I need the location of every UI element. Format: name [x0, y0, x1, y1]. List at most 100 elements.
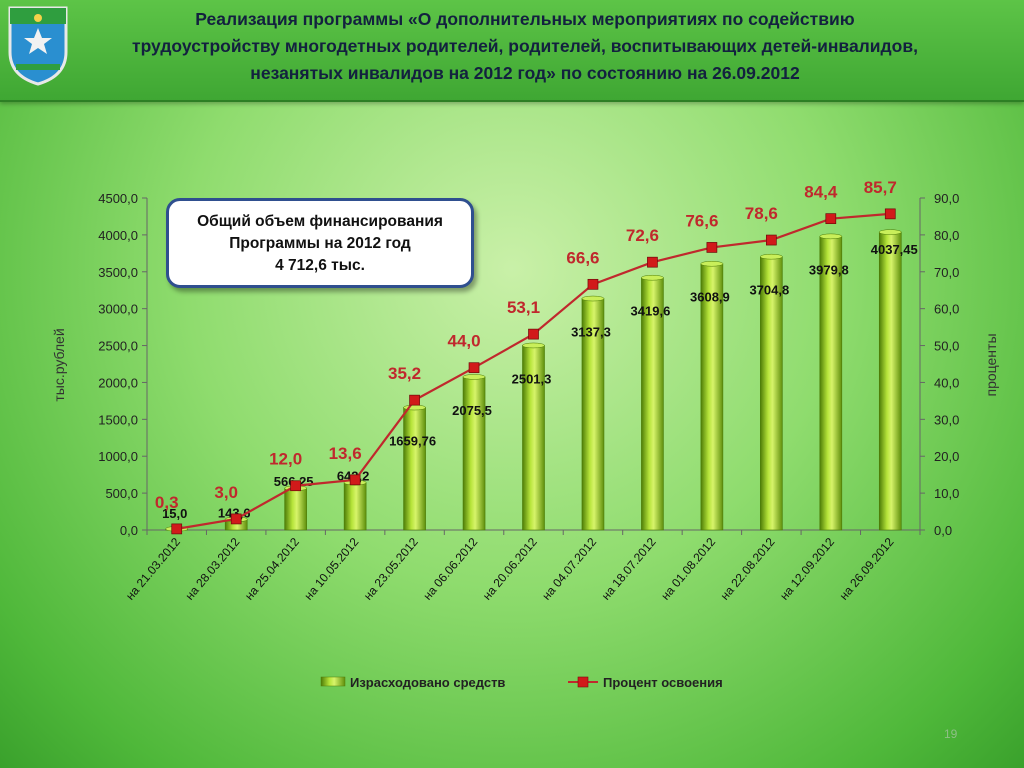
- x-tick-label: на 28.03.2012: [182, 535, 242, 603]
- bar-value-label: 3608,9: [690, 290, 730, 305]
- percent-marker: [290, 480, 302, 492]
- bar-value-label: 4037,45: [871, 242, 918, 257]
- x-tick-label: на 06.06.2012: [420, 535, 480, 603]
- percent-value-label: 84,4: [804, 183, 838, 202]
- bar-value-label: 3979,8: [809, 262, 849, 277]
- percent-marker: [230, 513, 242, 525]
- percent-marker: [825, 213, 837, 225]
- info-line-3: 4 712,6 тыс.: [275, 257, 365, 274]
- y-tick-label: 2000,0: [98, 375, 138, 390]
- percent-value-label: 3,0: [214, 483, 238, 502]
- bar-top: [581, 295, 605, 302]
- bar-top: [462, 374, 486, 380]
- x-tick-label: на 20.06.2012: [480, 535, 540, 603]
- percent-value-label: 53,1: [507, 298, 540, 317]
- y-tick-label: 3000,0: [98, 302, 138, 317]
- percent-marker: [587, 278, 599, 290]
- percent-value-label: 35,2: [388, 364, 421, 383]
- y2-axis-title: проценты: [983, 333, 999, 396]
- percent-marker: [884, 208, 896, 220]
- bar-top: [522, 342, 545, 349]
- percent-value-label: 72,6: [626, 226, 659, 245]
- percent-marker: [706, 242, 718, 253]
- bar-value-label: 3419,6: [631, 304, 671, 319]
- bar: [403, 407, 426, 531]
- percent-value-label: 44,0: [447, 332, 480, 351]
- header-bar: Реализация программы «О дополнительных м…: [0, 0, 1024, 102]
- y-tick-label: 4000,0: [98, 228, 138, 243]
- y2-tick-label: 60,0: [934, 302, 959, 317]
- y-tick-label: 1000,0: [98, 449, 138, 464]
- x-tick-label: на 12.09.2012: [777, 535, 837, 603]
- y-tick-label: 4500,0: [98, 191, 138, 206]
- legend-line-marker: [577, 676, 589, 688]
- y-tick-label: 2500,0: [98, 339, 138, 354]
- bar-top: [879, 229, 902, 235]
- info-line-1: Общий объем финансирования: [197, 213, 443, 230]
- bar-top: [641, 274, 664, 281]
- y-tick-label: 1500,0: [98, 412, 138, 427]
- bar-value-label: 2501,3: [512, 371, 552, 386]
- info-line-2: Программы на 2012 год: [229, 235, 411, 252]
- y-tick-label: 3500,0: [98, 265, 138, 280]
- y2-tick-label: 80,0: [934, 228, 959, 243]
- bar: [819, 236, 843, 531]
- percent-marker: [409, 394, 420, 406]
- legend-bar-label: Израсходовано средств: [350, 675, 505, 690]
- bar-value-label: 3704,8: [749, 283, 789, 298]
- percent-marker: [765, 234, 777, 246]
- bar-value-label: 2075,5: [452, 403, 492, 418]
- y2-tick-label: 40,0: [934, 375, 959, 390]
- page-number: 19: [944, 727, 958, 741]
- percent-marker: [647, 256, 658, 268]
- bar-value-label: 15,0: [162, 506, 187, 521]
- y2-tick-label: 70,0: [934, 265, 959, 280]
- bar: [343, 482, 367, 531]
- percent-marker: [528, 328, 539, 340]
- bar-value-label: 1659,76: [389, 434, 436, 449]
- x-tick-label: на 18.07.2012: [599, 535, 659, 603]
- bar: [878, 231, 902, 531]
- y2-tick-label: 20,0: [934, 449, 959, 464]
- x-tick-label: на 23.05.2012: [361, 535, 421, 603]
- percent-marker: [468, 362, 480, 374]
- y-tick-label: 0,0: [120, 523, 138, 538]
- x-tick-label: на 22.08.2012: [718, 535, 778, 603]
- percent-value-label: 0,3: [155, 493, 179, 512]
- bar-top: [700, 260, 724, 267]
- y2-tick-label: 30,0: [934, 412, 959, 427]
- bar-top: [819, 233, 843, 240]
- x-tick-label: на 25.04.2012: [242, 535, 302, 603]
- x-tick-label: на 10.05.2012: [301, 535, 361, 603]
- percent-value-label: 66,6: [566, 248, 599, 267]
- y2-tick-label: 10,0: [934, 486, 959, 501]
- percent-value-label: 13,6: [329, 444, 362, 463]
- y2-tick-label: 0,0: [934, 523, 952, 538]
- title-line-2: трудоустройству многодетных родителей, р…: [132, 36, 918, 56]
- percent-marker: [171, 523, 183, 535]
- bar: [462, 376, 486, 531]
- y-axis-title: тыс.рублей: [51, 328, 67, 401]
- percent-value-label: 12,0: [269, 450, 302, 469]
- bar: [284, 487, 307, 531]
- y2-tick-label: 50,0: [934, 339, 959, 354]
- x-tick-label: на 21.03.2012: [123, 535, 183, 603]
- percent-value-label: 78,6: [745, 204, 778, 223]
- coat-of-arms-icon: [8, 6, 68, 86]
- y-tick-label: 500,0: [105, 486, 138, 501]
- x-tick-label: на 26.09.2012: [837, 535, 897, 603]
- bar-top: [760, 253, 783, 260]
- title-line-1: Реализация программы «О дополнительных м…: [195, 9, 855, 29]
- y2-tick-label: 90,0: [934, 191, 959, 206]
- percent-value-label: 85,7: [864, 178, 897, 197]
- percent-value-label: 76,6: [685, 211, 718, 230]
- legend-line-label: Процент освоения: [603, 675, 723, 690]
- x-tick-label: на 04.07.2012: [539, 535, 599, 603]
- percent-marker: [349, 474, 361, 486]
- title-line-3: незанятых инвалидов на 2012 год» по сост…: [250, 63, 800, 83]
- bar-value-label: 3137,3: [571, 325, 611, 340]
- legend-bar-swatch: [320, 676, 346, 687]
- page-title: Реализация программы «О дополнительных м…: [90, 6, 960, 87]
- funding-info-box: Общий объем финансирования Программы на …: [166, 198, 474, 288]
